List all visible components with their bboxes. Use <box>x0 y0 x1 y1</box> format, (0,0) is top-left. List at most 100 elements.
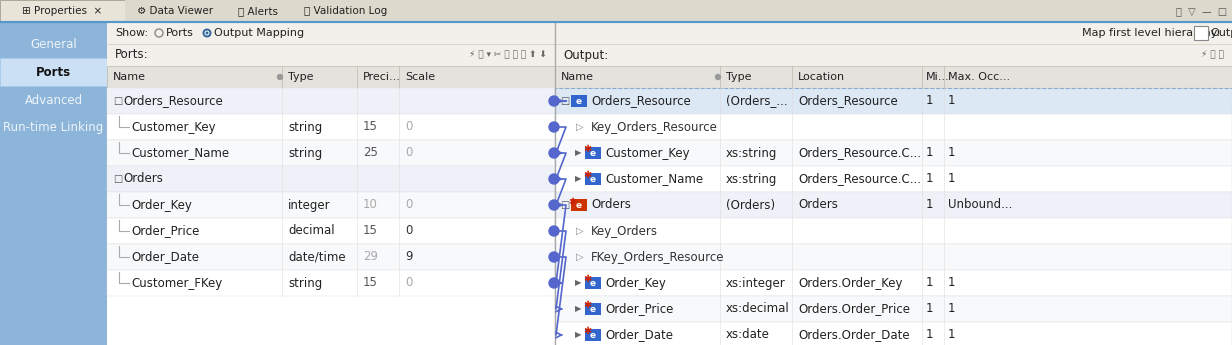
Bar <box>107 192 554 218</box>
Text: ▶: ▶ <box>557 200 563 209</box>
Text: Order_Date: Order_Date <box>131 250 200 264</box>
Text: Order_Price: Order_Price <box>605 303 674 315</box>
Text: ▷: ▷ <box>577 122 584 132</box>
Bar <box>0 22 107 345</box>
Text: 🌿 Validation Log: 🌿 Validation Log <box>304 6 388 16</box>
Text: 29: 29 <box>363 250 378 264</box>
Text: Orders_Resource.C...: Orders_Resource.C... <box>798 147 922 159</box>
Text: Orders: Orders <box>798 198 838 211</box>
Circle shape <box>202 29 212 38</box>
Text: e: e <box>590 305 596 314</box>
Text: 1: 1 <box>947 172 956 186</box>
Text: 1: 1 <box>926 147 934 159</box>
Text: 1: 1 <box>947 147 956 159</box>
Bar <box>107 244 554 270</box>
Text: 0: 0 <box>405 225 413 237</box>
Text: ▷: ▷ <box>577 252 584 262</box>
Text: 10: 10 <box>363 198 378 211</box>
Bar <box>554 114 1232 140</box>
Text: Output Mapping: Output Mapping <box>214 28 304 38</box>
Text: 0: 0 <box>405 120 413 134</box>
Bar <box>554 44 1232 66</box>
Text: ✱: ✱ <box>583 274 591 284</box>
Text: 0: 0 <box>405 147 413 159</box>
Text: 1: 1 <box>947 95 956 108</box>
Circle shape <box>549 122 559 132</box>
Text: 1: 1 <box>947 276 956 289</box>
Text: 🗋  ▽  —  □: 🗋 ▽ — □ <box>1175 6 1227 16</box>
Text: Orders_Resource: Orders_Resource <box>591 95 691 108</box>
Text: ▷: ▷ <box>577 226 584 236</box>
Text: ⚡ 🗋 ▾ ✂ 🗋 🗋 🗑 ⬆ ⬇: ⚡ 🗋 ▾ ✂ 🗋 🗋 🗑 ⬆ ⬇ <box>469 50 547 59</box>
Circle shape <box>549 200 559 210</box>
Circle shape <box>549 278 559 288</box>
Text: ▶: ▶ <box>575 331 582 339</box>
Circle shape <box>549 226 559 236</box>
Text: ▶: ▶ <box>575 175 582 184</box>
Circle shape <box>549 174 559 184</box>
Bar <box>107 140 554 166</box>
Text: 1: 1 <box>926 198 934 211</box>
Bar <box>554 296 1232 322</box>
Text: 0: 0 <box>405 198 413 211</box>
Bar <box>0 0 1232 22</box>
Text: Orders.Order_Price: Orders.Order_Price <box>798 303 910 315</box>
Text: Ports: Ports <box>166 28 193 38</box>
Text: Orders: Orders <box>123 172 163 186</box>
Text: integer: integer <box>288 198 330 211</box>
Bar <box>107 44 554 66</box>
Text: xs:string: xs:string <box>726 172 777 186</box>
Bar <box>225 0 290 22</box>
Bar <box>585 173 601 185</box>
Text: 1: 1 <box>926 95 934 108</box>
Text: Preci...: Preci... <box>363 72 400 82</box>
Text: Orders_Resource: Orders_Resource <box>798 95 898 108</box>
Text: Type: Type <box>288 72 313 82</box>
Text: FKey_Orders_Resource: FKey_Orders_Resource <box>591 250 724 264</box>
Text: Order_Price: Order_Price <box>131 225 200 237</box>
Text: Order_Key: Order_Key <box>131 198 192 211</box>
Text: Customer_Name: Customer_Name <box>131 147 229 159</box>
Bar <box>570 199 586 211</box>
Circle shape <box>549 148 559 158</box>
Bar <box>554 166 1232 192</box>
Text: 1: 1 <box>947 328 956 342</box>
Text: 9: 9 <box>405 250 413 264</box>
Text: ▶: ▶ <box>575 278 582 287</box>
Text: ▶: ▶ <box>575 305 582 314</box>
Text: 1: 1 <box>926 276 934 289</box>
Circle shape <box>206 31 208 34</box>
Text: (Orders): (Orders) <box>726 198 775 211</box>
Text: Ports: Ports <box>36 66 71 79</box>
Bar <box>124 0 225 22</box>
Text: Unbound...: Unbound... <box>947 198 1013 211</box>
Bar <box>554 140 1232 166</box>
Text: Type: Type <box>726 72 752 82</box>
Text: Orders.Order_Date: Orders.Order_Date <box>798 328 909 342</box>
Bar <box>554 270 1232 296</box>
Bar <box>107 66 554 88</box>
Text: ▶: ▶ <box>557 97 563 106</box>
Text: Customer_FKey: Customer_FKey <box>131 276 222 289</box>
Text: ⊞ Properties  ×: ⊞ Properties × <box>22 6 102 16</box>
Bar <box>290 0 402 22</box>
Bar <box>585 277 601 289</box>
Text: Orders_Resource: Orders_Resource <box>123 95 223 108</box>
Text: ⚡ 🗋 🗋: ⚡ 🗋 🗋 <box>1201 50 1225 59</box>
Text: e: e <box>590 331 596 339</box>
Text: string: string <box>288 120 323 134</box>
Text: Key_Orders_Resource: Key_Orders_Resource <box>591 120 718 134</box>
Text: ✱: ✱ <box>583 300 591 310</box>
Circle shape <box>716 75 721 79</box>
Text: ▶: ▶ <box>575 148 582 158</box>
Text: Show:: Show: <box>115 28 148 38</box>
Text: string: string <box>288 147 323 159</box>
Text: 1: 1 <box>926 328 934 342</box>
Text: 1: 1 <box>947 303 956 315</box>
Text: ✱: ✱ <box>583 326 591 336</box>
Text: Key_Orders: Key_Orders <box>591 225 658 237</box>
Text: Order_Date: Order_Date <box>605 328 673 342</box>
Text: ✱: ✱ <box>583 144 591 154</box>
Text: □: □ <box>561 200 569 210</box>
Text: xs:integer: xs:integer <box>726 276 786 289</box>
